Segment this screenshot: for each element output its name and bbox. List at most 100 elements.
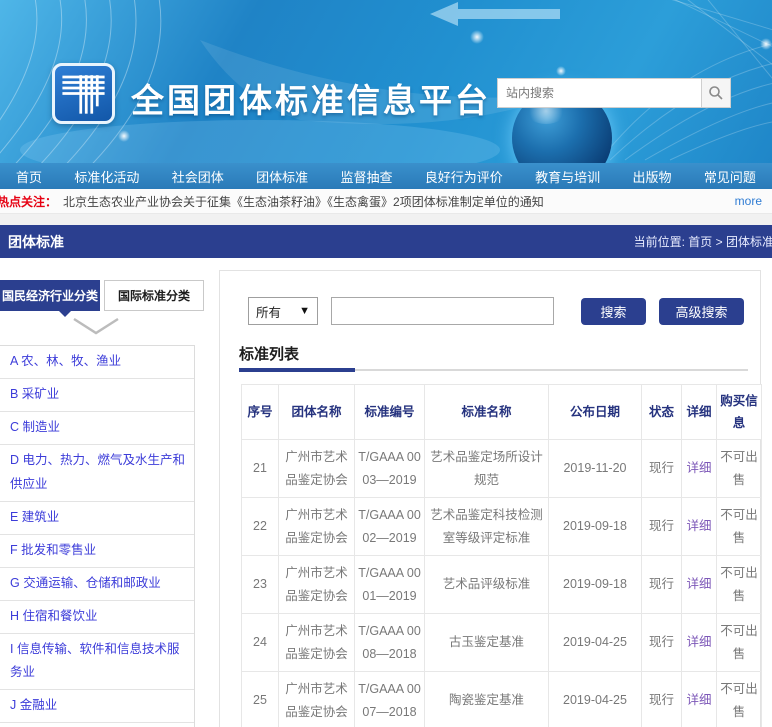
site-title: 全国团体标准信息平台 <box>131 82 491 119</box>
category-item[interactable]: I 信息传输、软件和信息技术服务业 <box>0 634 194 690</box>
chevron-down-icon[interactable] <box>72 316 120 336</box>
cell-detail: 详细 <box>681 497 717 556</box>
table-row: 23 广州市艺术品鉴定协会 T/GAAA 0001—2019 艺术品评级标准 2… <box>241 555 762 614</box>
category-item[interactable]: H 住宿和餐饮业 <box>0 601 194 634</box>
tab-international-standard-classification[interactable]: 国际标准分类 <box>104 280 204 311</box>
nav-item[interactable]: 首页 <box>16 169 43 185</box>
cell-standard-name: 艺术品评级标准 <box>424 555 549 614</box>
cell-standard-code: T/GAAA 0001—2019 <box>354 555 425 614</box>
standards-search-input[interactable] <box>331 297 554 325</box>
cell-detail: 详细 <box>681 613 717 672</box>
detail-link[interactable]: 详细 <box>686 693 712 708</box>
cell-seq-number: 21 <box>241 439 279 498</box>
nav-item[interactable]: 社会团体 <box>171 169 224 185</box>
cell-detail: 详细 <box>681 671 717 727</box>
site-search-input[interactable] <box>497 78 702 108</box>
filter-select-value: 所有 <box>256 305 282 320</box>
cell-standard-name: 艺术品鉴定科技检测室等级评定标准 <box>424 497 549 556</box>
cell-standard-name: 艺术品鉴定场所设计规范 <box>424 439 549 498</box>
hot-topic-link[interactable]: 北京生态农业产业协会关于征集《生态油茶籽油》《生态禽蛋》2项团体标准制定单位的通… <box>63 194 544 209</box>
search-button[interactable]: 搜索 <box>581 298 646 325</box>
detail-link[interactable]: 详细 <box>686 519 712 534</box>
table-header-cell: 序号 <box>241 384 279 440</box>
category-item[interactable]: C 制造业 <box>0 412 194 445</box>
cell-publish-date: 2019-11-20 <box>548 439 642 498</box>
more-link[interactable]: more <box>734 194 762 208</box>
category-item[interactable]: G 交通运输、仓储和邮政业 <box>0 568 194 601</box>
category-item[interactable]: B 采矿业 <box>0 379 194 412</box>
cell-standard-code: T/GAAA 0008—2018 <box>354 613 425 672</box>
filter-type-select[interactable]: 所有 ▼ <box>248 297 318 325</box>
cell-status: 现行 <box>641 555 682 614</box>
cell-org-name: 广州市艺术品鉴定协会 <box>278 439 355 498</box>
table-row: 21 广州市艺术品鉴定协会 T/GAAA 0003—2019 艺术品鉴定场所设计… <box>241 439 762 498</box>
advanced-search-button[interactable]: 高级搜索 <box>659 298 744 325</box>
nav-item[interactable]: 标准化活动 <box>74 169 140 185</box>
nav-item[interactable]: 良好行为评价 <box>424 169 503 185</box>
cell-status: 现行 <box>641 497 682 556</box>
table-row: 22 广州市艺术品鉴定协会 T/GAAA 0002—2019 艺术品鉴定科技检测… <box>241 497 762 556</box>
cell-purchase-info: 不可出售 <box>716 497 762 556</box>
banner-search <box>497 78 731 108</box>
cell-detail: 详细 <box>681 555 717 614</box>
cell-org-name: 广州市艺术品鉴定协会 <box>278 671 355 727</box>
caret-down-icon: ▼ <box>299 305 310 317</box>
cell-standard-name: 古玉鉴定基准 <box>424 613 549 672</box>
glow-dot <box>556 66 566 76</box>
detail-link[interactable]: 详细 <box>686 635 712 650</box>
nav-item[interactable]: 监督抽查 <box>340 169 393 185</box>
nav-item[interactable]: 教育与培训 <box>535 169 601 185</box>
cell-standard-code: T/GAAA 0003—2019 <box>354 439 425 498</box>
tab-national-economy-classification[interactable]: 国民经济行业分类 <box>0 280 100 317</box>
section-underline <box>239 369 748 371</box>
logo-t-icon <box>62 75 105 114</box>
glow-dot <box>118 130 130 142</box>
cell-standard-code: T/GAAA 0002—2019 <box>354 497 425 556</box>
nav-item[interactable]: 出版物 <box>632 169 672 185</box>
table-header-cell: 标准名称 <box>424 384 549 440</box>
cell-org-name: 广州市艺术品鉴定协会 <box>278 613 355 672</box>
arrow-left-decoration <box>430 2 560 26</box>
cell-seq-number: 24 <box>241 613 279 672</box>
tab-label: 国际标准分类 <box>117 289 190 303</box>
banner: 全国团体标准信息平台 <box>0 0 772 163</box>
main-nav: 首页 标准化活动 社会团体 团体标准 监督抽查 良好行为评价 教育与培训 出版物 常见问题 <box>0 163 772 189</box>
cell-purchase-info: 不可出售 <box>716 613 762 672</box>
detail-link[interactable]: 详细 <box>686 577 712 592</box>
page-title: 团体标准 <box>8 233 64 250</box>
cell-status: 现行 <box>641 613 682 672</box>
category-item[interactable]: K 房地产业 <box>0 723 194 727</box>
tab-label: 国民经济行业分类 <box>1 289 98 303</box>
page-title-bar: 团体标准 当前位置: 首页 > 团体标准 <box>0 225 772 258</box>
divider-strip <box>0 214 772 225</box>
category-list: A 农、林、牧、渔业 B 采矿业 C 制造业 D 电力、热力、燃气及水生产和供应业 E … <box>0 345 195 727</box>
category-item[interactable]: J 金融业 <box>0 690 194 723</box>
category-item[interactable]: A 农、林、牧、渔业 <box>0 346 194 379</box>
active-tab-pointer <box>58 310 72 317</box>
category-item[interactable]: E 建筑业 <box>0 502 194 535</box>
table-header-cell: 团体名称 <box>278 384 355 440</box>
section-title: 标准列表 <box>239 346 300 363</box>
standards-table: 序号 团体名称 标准编号 标准名称 公布日期 状态 详细 购买信息 21 广州市艺术品鉴定协会… <box>241 384 762 727</box>
nav-item[interactable]: 常见问题 <box>703 169 756 185</box>
detail-link[interactable]: 详细 <box>686 461 712 476</box>
cell-publish-date: 2019-04-25 <box>548 613 642 672</box>
glow-dot <box>760 38 772 50</box>
category-item[interactable]: D 电力、热力、燃气及水生产和供应业 <box>0 445 194 502</box>
table-header-cell: 标准编号 <box>354 384 425 440</box>
banner-decoration <box>0 0 772 163</box>
nav-item[interactable]: 团体标准 <box>256 169 309 185</box>
category-item[interactable]: F 批发和零售业 <box>0 535 194 568</box>
standards-panel: 所有 ▼ 搜索 高级搜索 标准列表 序号 团体名称 标准编号 标准名称 公布日期 状态 详细… <box>219 270 762 727</box>
table-header-cell: 状态 <box>641 384 682 440</box>
table-header-cell: 详细 <box>681 384 717 440</box>
cell-standard-name: 陶瓷鉴定基准 <box>424 671 549 727</box>
table-row: 24 广州市艺术品鉴定协会 T/GAAA 0008—2018 古玉鉴定基准 20… <box>241 613 762 672</box>
cell-publish-date: 2019-09-18 <box>548 497 642 556</box>
table-header-row: 序号 团体名称 标准编号 标准名称 公布日期 状态 详细 购买信息 <box>241 384 762 440</box>
breadcrumb[interactable]: 当前位置: 首页 > 团体标准 <box>633 235 772 249</box>
hot-topic-bar: 热点关注： 北京生态农业产业协会关于征集《生态油茶籽油》《生态禽蛋》2项团体标准… <box>0 189 772 214</box>
site-search-button[interactable] <box>702 78 731 108</box>
cell-publish-date: 2019-09-18 <box>548 555 642 614</box>
